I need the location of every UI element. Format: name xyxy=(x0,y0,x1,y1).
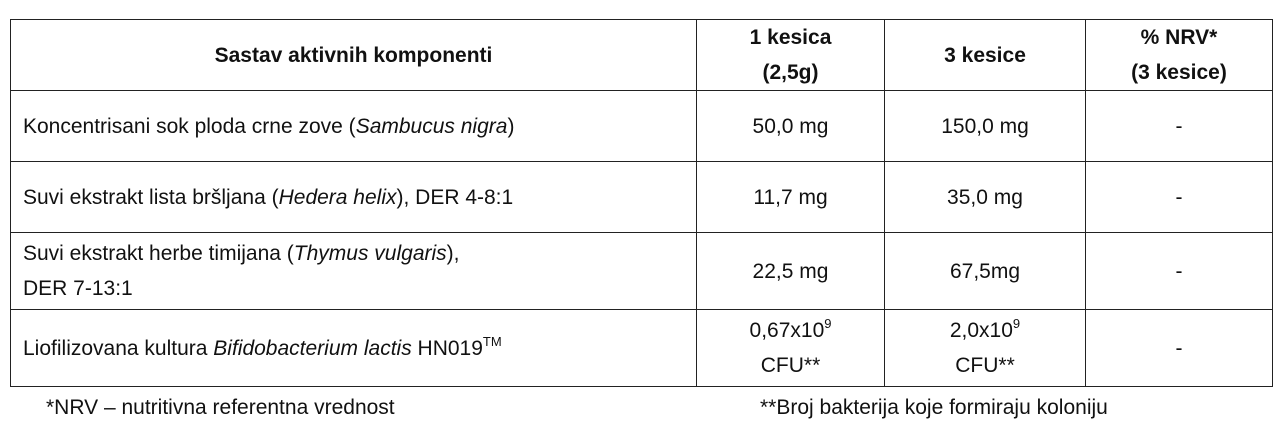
latin-name: Bifidobacterium lactis xyxy=(213,336,412,360)
header-one-sachet: 1 kesica (2,5g) xyxy=(696,19,885,91)
one-sachet-value: 50,0 mg xyxy=(696,90,885,162)
table-row: Suvi ekstrakt herbe timijana (Thymus vul… xyxy=(10,232,1273,310)
nrv-value: - xyxy=(1085,161,1273,233)
value-exponent: 9 xyxy=(1012,316,1021,331)
table-header-row: Sastav aktivnih komponenti 1 kesica (2,5… xyxy=(10,19,1273,91)
latin-name: Sambucus nigra xyxy=(355,114,508,138)
value-exponent: 9 xyxy=(824,316,832,331)
header-nrv-line1: % NRV* xyxy=(1140,26,1218,49)
nrv-value: - xyxy=(1085,232,1273,310)
name-text: Koncentrisani sok ploda crne zove ( xyxy=(23,114,356,138)
nrv-value: - xyxy=(1085,309,1273,387)
value-unit: CFU** xyxy=(955,354,1015,377)
value-unit: CFU** xyxy=(760,354,821,377)
name-text: Suvi ekstrakt lista bršljana ( xyxy=(23,185,279,209)
component-name: Suvi ekstrakt herbe timijana (Thymus vul… xyxy=(10,232,697,310)
latin-name: Thymus vulgaris xyxy=(293,242,447,265)
value-base: 2,0x10 xyxy=(949,319,1013,342)
name-text: HN019 xyxy=(411,336,483,360)
nrv-value: - xyxy=(1085,90,1273,162)
header-component: Sastav aktivnih komponenti xyxy=(10,19,697,91)
name-text: Suvi ekstrakt herbe timijana ( xyxy=(23,242,294,265)
name-text: ) xyxy=(507,114,515,138)
name-text: Liofilizovana kultura xyxy=(23,336,214,360)
one-sachet-value: 11,7 mg xyxy=(696,161,885,233)
header-one-sachet-line1: 1 kesica xyxy=(749,26,832,49)
component-name: Koncentrisani sok ploda crne zove (Sambu… xyxy=(10,90,697,162)
footnote-nrv: *NRV – nutritivna referentna vrednost xyxy=(46,396,395,419)
table-row: Koncentrisani sok ploda crne zove (Sambu… xyxy=(10,90,1273,162)
one-sachet-value: 0,67x109 CFU** xyxy=(696,309,885,387)
component-name: Suvi ekstrakt lista bršljana (Hedera hel… xyxy=(10,161,697,233)
name-text: ), xyxy=(446,242,460,265)
header-three-sachets: 3 kesice xyxy=(884,19,1086,91)
header-nrv: % NRV* (3 kesice) xyxy=(1085,19,1273,91)
footnote-cfu: **Broj bakterija koje formiraju koloniju xyxy=(760,396,1108,419)
three-sachets-value: 150,0 mg xyxy=(884,90,1086,162)
latin-name: Hedera helix xyxy=(278,185,397,209)
one-sachet-value: 22,5 mg xyxy=(696,232,885,310)
three-sachets-value: 67,5mg xyxy=(884,232,1086,310)
table-row: Suvi ekstrakt lista bršljana (Hedera hel… xyxy=(10,161,1273,233)
three-sachets-value: 2,0x109 CFU** xyxy=(884,309,1086,387)
header-nrv-line2: (3 kesice) xyxy=(1131,61,1227,84)
header-one-sachet-line2: (2,5g) xyxy=(762,61,819,84)
header-component-label: Sastav aktivnih komponenti xyxy=(214,43,493,67)
table-row: Liofilizovana kultura Bifidobacterium la… xyxy=(10,309,1273,387)
component-name: Liofilizovana kultura Bifidobacterium la… xyxy=(10,309,697,387)
header-three-sachets-label: 3 kesice xyxy=(944,43,1026,67)
name-text: ), DER 4-8:1 xyxy=(396,185,514,209)
name-text-line2: DER 7-13:1 xyxy=(23,277,133,300)
three-sachets-value: 35,0 mg xyxy=(884,161,1086,233)
value-base: 0,67x10 xyxy=(749,319,825,342)
composition-table: Sastav aktivnih komponenti 1 kesica (2,5… xyxy=(10,19,1273,387)
trademark-sup: TM xyxy=(482,333,502,349)
